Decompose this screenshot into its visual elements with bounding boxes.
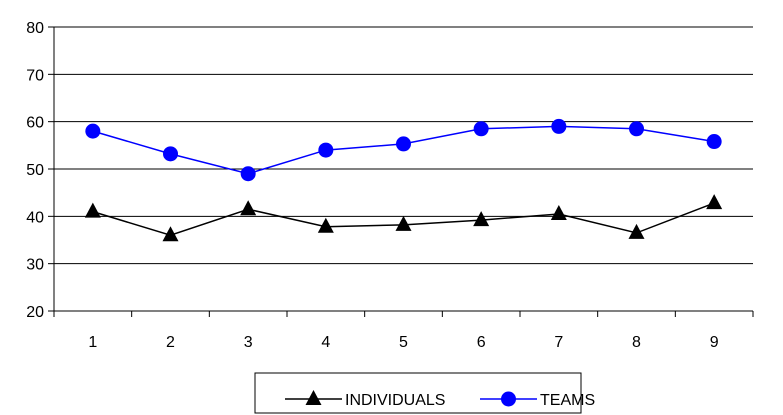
x-tick-label: 8 — [632, 334, 641, 351]
data-point-individuals — [395, 215, 412, 231]
data-point-teams — [396, 136, 411, 152]
data-point-teams — [318, 142, 334, 158]
data-point-individuals — [473, 211, 490, 227]
data-point-teams — [551, 118, 567, 134]
x-tick-label: 4 — [321, 334, 330, 351]
data-point-individuals — [550, 204, 567, 220]
data-point-teams — [163, 146, 178, 162]
legend-label-teams: TEAMS — [540, 392, 595, 409]
x-tick-label: 5 — [399, 334, 408, 351]
legend-marker-teams — [501, 391, 516, 407]
data-point-teams — [629, 121, 644, 137]
x-tick-label: 1 — [88, 334, 97, 351]
axes: 20 30 40 50 60 70 80 1 2 3 4 5 6 7 8 9 — [26, 20, 754, 351]
grid-lines — [54, 26, 753, 312]
data-point-individuals — [317, 217, 334, 233]
data-point-teams — [473, 121, 489, 137]
data-point-teams — [706, 134, 722, 150]
y-tick-label: 20 — [26, 304, 44, 321]
data-point-individuals — [84, 202, 101, 218]
x-tick-label: 6 — [477, 334, 486, 351]
data-point-individuals — [706, 194, 723, 210]
y-tick-label: 50 — [26, 162, 44, 179]
legend-marker-individuals — [305, 390, 322, 405]
data-point-individuals — [162, 226, 179, 242]
y-tick-label: 60 — [26, 115, 44, 132]
y-tick-label: 80 — [26, 20, 44, 37]
legend-box — [254, 372, 582, 414]
legend-label-individuals: INDIVIDUALS — [345, 392, 445, 409]
legend: INDIVIDUALS TEAMS — [254, 372, 595, 414]
y-tick-label: 70 — [26, 67, 44, 84]
series-layer — [84, 118, 723, 242]
x-tick-label: 2 — [166, 334, 175, 351]
x-tick-label: 9 — [710, 334, 719, 351]
data-point-individuals — [240, 200, 257, 216]
y-tick-label: 40 — [26, 209, 44, 226]
data-point-teams — [240, 166, 256, 182]
data-point-teams — [85, 123, 101, 139]
data-point-individuals — [628, 223, 645, 239]
x-tick-label: 7 — [554, 334, 563, 351]
y-tick-label: 30 — [26, 257, 44, 274]
x-tick-label: 3 — [244, 334, 253, 351]
